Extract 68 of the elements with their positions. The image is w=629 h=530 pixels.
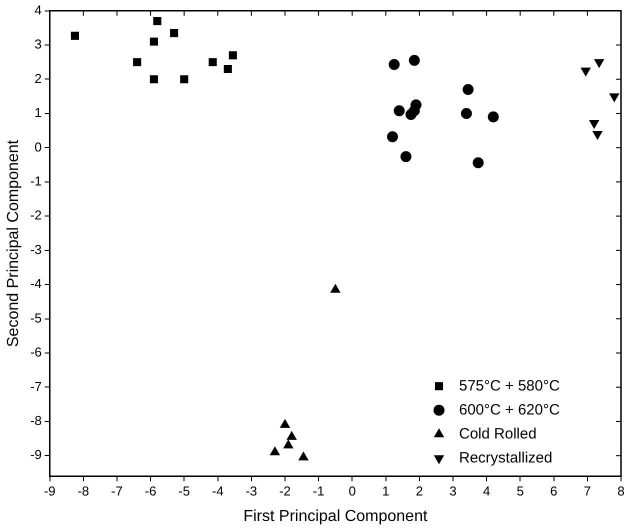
y-tick-label: -9 [30, 447, 42, 462]
point [286, 431, 297, 440]
legend-label: Cold Rolled [459, 425, 537, 442]
x-tick-label: 4 [482, 484, 490, 499]
x-tick-label: 0 [348, 484, 356, 499]
y-tick-label: 1 [34, 105, 42, 120]
y-tick-label: 2 [34, 70, 42, 86]
y-tick-label: -6 [30, 344, 42, 360]
point [460, 108, 472, 119]
point [150, 38, 158, 46]
x-tick-label: -5 [178, 484, 190, 499]
point [150, 75, 158, 84]
x-tick-label: -4 [212, 484, 224, 499]
x-tick-label: 5 [516, 484, 524, 499]
point [488, 111, 499, 122]
y-tick-label: -8 [30, 413, 42, 428]
point [270, 446, 280, 456]
legend-label: 575°C + 580°C [459, 377, 560, 394]
y-tick-label: -2 [30, 208, 42, 223]
y-tick-label: -1 [30, 173, 42, 188]
x-tick-label: -6 [144, 484, 156, 499]
x-tick-label: 1 [382, 484, 390, 499]
point [594, 59, 604, 68]
x-tick-label: 2 [416, 484, 424, 499]
point [298, 452, 308, 460]
point [462, 84, 474, 96]
legend-label: 600°C + 620°C [459, 401, 560, 418]
point [472, 157, 484, 168]
point [208, 58, 217, 66]
y-tick-label: 4 [34, 2, 42, 18]
x-tick-label: -7 [111, 484, 123, 499]
x-tick-label: 8 [617, 484, 625, 499]
point [330, 284, 340, 293]
point [170, 29, 178, 38]
point [228, 51, 237, 60]
point [589, 120, 599, 129]
x-tick-label: 3 [449, 484, 457, 499]
y-tick-label: 3 [34, 36, 42, 52]
point [592, 130, 602, 140]
point [580, 68, 591, 76]
point [388, 59, 400, 70]
x-tick-label: -1 [312, 484, 324, 499]
y-tick-label: -3 [30, 242, 42, 257]
point [224, 64, 232, 74]
point [133, 58, 142, 66]
x-axis-title: First Principal Component [243, 508, 428, 525]
x-tick-label: -8 [78, 484, 90, 499]
point [408, 54, 420, 66]
point [394, 105, 405, 116]
point [70, 32, 79, 40]
point [609, 93, 620, 102]
y-tick-label: -5 [30, 310, 42, 326]
point [153, 17, 162, 26]
x-tick-label: 7 [584, 484, 592, 499]
y-tick-label: -7 [30, 378, 42, 394]
y-axis-title: Second Principal Component [5, 139, 22, 348]
y-tick-label: -4 [30, 276, 42, 292]
point [387, 131, 398, 142]
x-tick-label: -2 [279, 484, 291, 499]
legend-label: Recrystallized [459, 449, 552, 466]
x-tick-label: -3 [246, 484, 258, 499]
y-tick-label: 0 [34, 139, 42, 154]
point [400, 151, 412, 162]
point [280, 419, 290, 428]
point [408, 105, 420, 116]
point [284, 440, 294, 448]
point [180, 75, 188, 84]
x-tick-label: 6 [550, 484, 558, 499]
